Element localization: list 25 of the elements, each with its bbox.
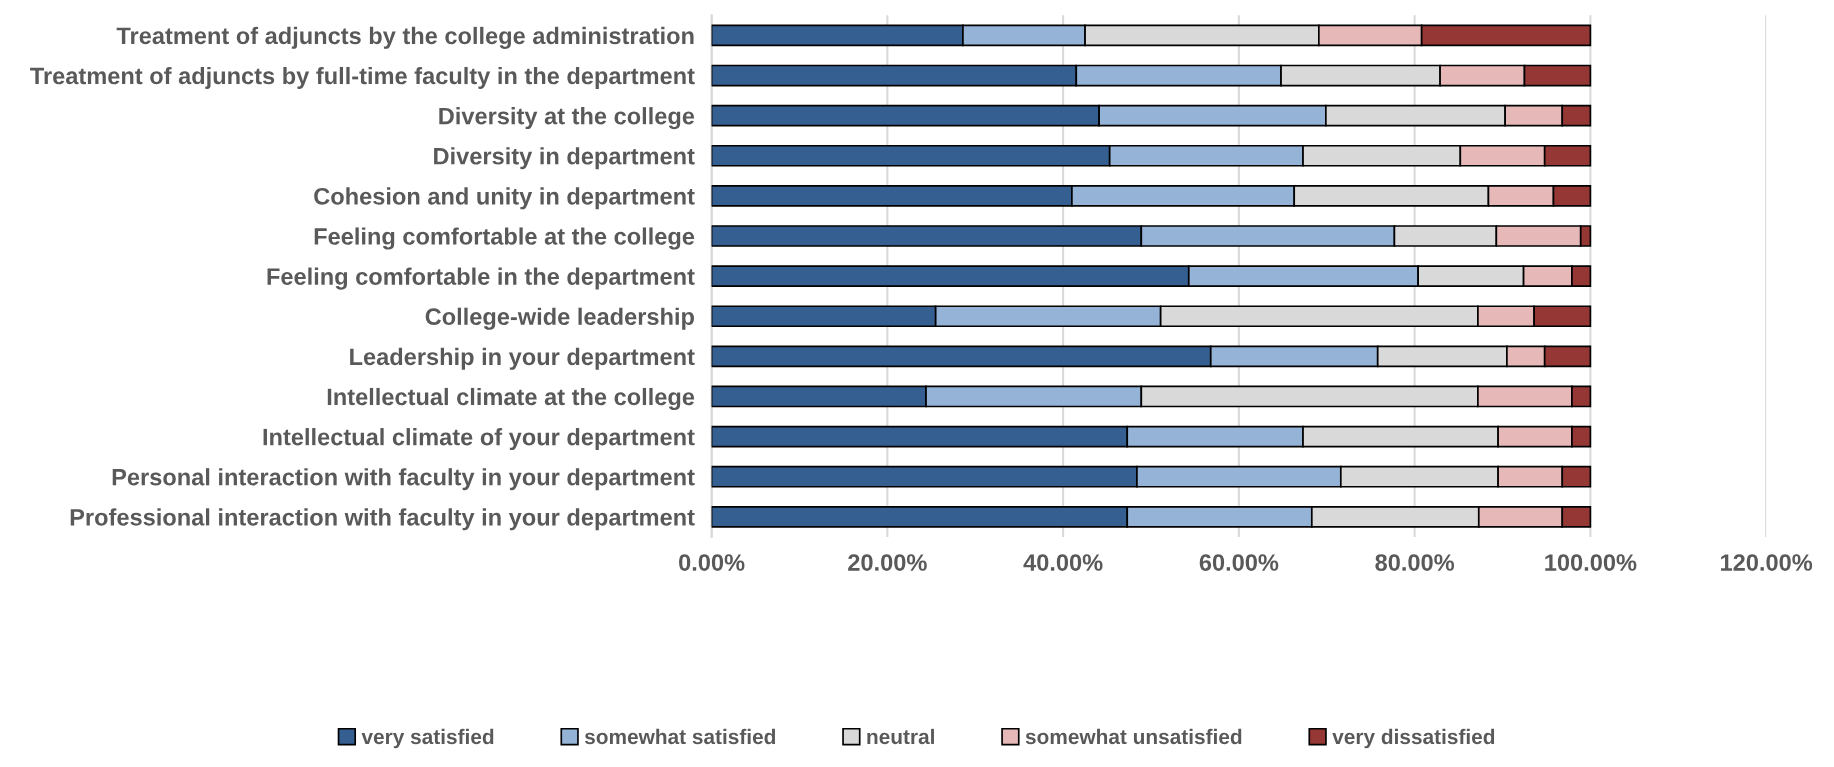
y-tick-label: Personal interaction with faculty in your department: [112, 468, 695, 491]
y-tick-label: Feeling comfortable at the college: [314, 227, 695, 250]
x-tick-label: 40.00%: [1023, 554, 1103, 571]
x-tick-label: 20.00%: [848, 554, 927, 571]
y-tick-label: Treatment of adjuncts by the college administration: [116, 26, 694, 49]
y-tick-label: Feeling comfortable in the department: [267, 267, 695, 290]
x-tick-label: 100.00%: [1545, 554, 1637, 571]
y-tick-label: Leadership in your department: [350, 347, 695, 370]
legend-label: somewhat unsatisfied: [1025, 728, 1242, 745]
legend-label: very satisfied: [361, 728, 494, 749]
y-tick-label: Intellectual climate at the college: [327, 387, 695, 411]
x-tick-label: 0.00%: [679, 554, 745, 571]
x-tick-label: 80.00%: [1375, 554, 1455, 571]
y-tick-label: Cohesion and unity in department: [314, 187, 695, 210]
y-tick-label: College-wide leadership: [425, 307, 694, 330]
legend-label: very dissatisfied: [1332, 728, 1495, 749]
legend-label: neutral: [867, 728, 934, 745]
x-tick-label: 120.00%: [1721, 554, 1813, 571]
y-tick-label: Professional interaction with faculty in your department: [70, 508, 695, 531]
legend-label: somewhat satisfied: [584, 728, 776, 745]
x-tick-label: 60.00%: [1199, 554, 1279, 571]
y-tick-label: Intellectual climate of your department: [263, 428, 695, 451]
y-tick-label: Treatment of adjuncts by full-time faculty in the department: [30, 66, 695, 89]
y-tick-label: Diversity at the college: [439, 107, 695, 130]
y-tick-label: Diversity in department: [434, 147, 695, 170]
